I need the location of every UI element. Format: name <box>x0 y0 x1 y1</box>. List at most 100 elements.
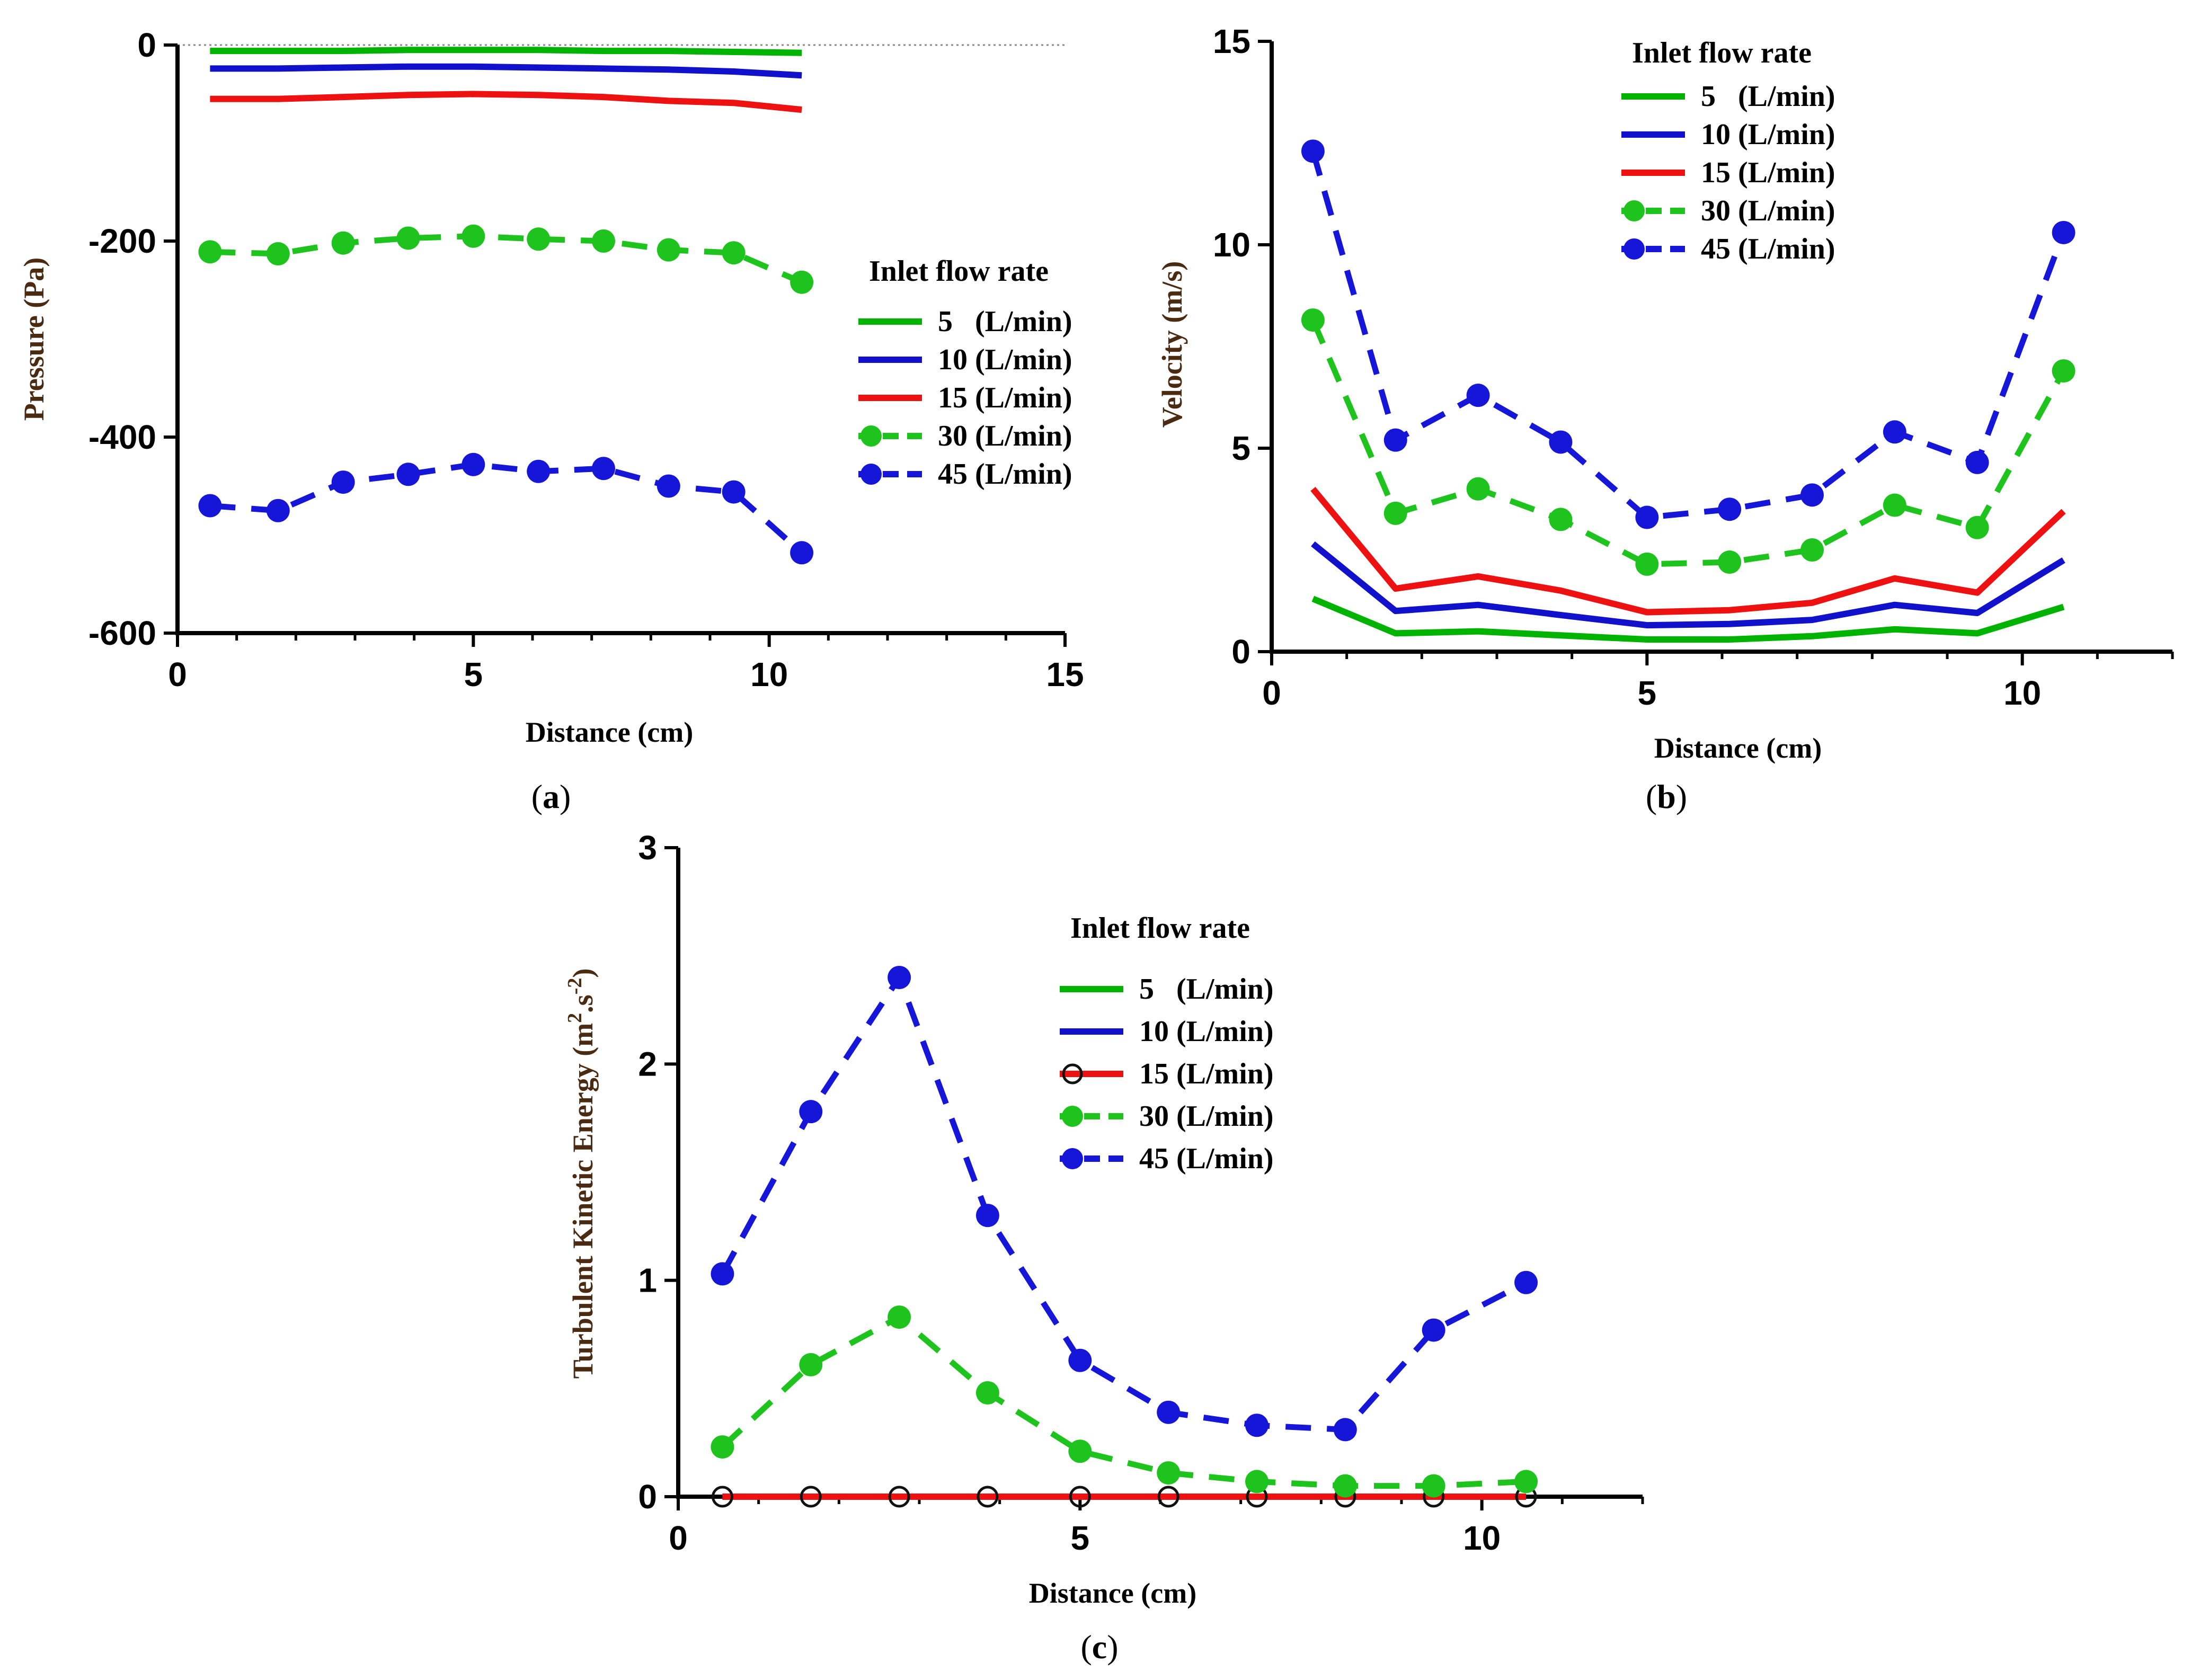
series-b-0 <box>1311 595 2065 643</box>
data-point <box>888 1486 910 1508</box>
data-point <box>1883 420 1906 444</box>
data-point <box>592 229 615 253</box>
data-point <box>711 1486 733 1508</box>
x-tick-label: 0 <box>669 1519 688 1557</box>
y-axis-title-part: .s <box>567 994 599 1013</box>
data-point <box>1157 1400 1181 1424</box>
data-point <box>1301 139 1325 163</box>
y-tick-label: 0 <box>137 26 156 64</box>
data-point <box>198 494 222 518</box>
panel-label: (c) <box>1080 1628 1118 1666</box>
series-a-4 <box>198 452 814 565</box>
data-point <box>1800 538 1824 562</box>
series-a-1 <box>210 63 802 79</box>
data-point <box>396 463 420 486</box>
data-point <box>462 452 485 476</box>
data-point <box>1635 552 1659 576</box>
data-point <box>1069 1486 1091 1508</box>
panel-label: (b) <box>1646 778 1687 815</box>
series-line <box>1311 541 2065 629</box>
data-point <box>1800 483 1824 507</box>
x-tick-label: 10 <box>1463 1519 1501 1557</box>
series-b-1 <box>1311 541 2065 629</box>
x-axis-title: Distance (cm) <box>1654 732 1822 764</box>
x-tick-label: 5 <box>1071 1519 1090 1557</box>
data-point <box>1514 1470 1538 1494</box>
data-point <box>1718 497 1742 521</box>
y-tick-label: 0 <box>1231 633 1250 671</box>
data-point <box>799 1100 823 1124</box>
series-line <box>1311 595 2065 643</box>
y-tick-label: 5 <box>1231 429 1250 467</box>
data-point <box>888 966 911 989</box>
data-point <box>657 474 680 498</box>
panel-label: (a) <box>531 778 571 815</box>
chart-panel-a: -600 -400 -200 0 0 5 10 15 Distance (cm) Pressure… <box>18 26 1084 815</box>
chart-panel-c: 0 1 2 3 0 5 10 Distance (cm) Turbulent Kinetic E… <box>564 829 1644 1666</box>
data-point <box>1245 1414 1268 1437</box>
data-point <box>1883 493 1906 517</box>
data-point <box>527 459 551 483</box>
legend-label: 10 (L/min) <box>1701 118 1835 151</box>
data-point <box>1245 1470 1268 1494</box>
y-axis-title-part: 2 <box>564 1013 586 1023</box>
data-point <box>1422 1474 1445 1498</box>
series-line <box>1310 486 2066 616</box>
legend-label: 30 (L/min) <box>1701 194 1835 227</box>
data-point <box>1965 450 1989 474</box>
x-axis-title: Distance (cm) <box>1029 1577 1196 1609</box>
data-point <box>1466 477 1490 501</box>
panel-label-close: ) <box>560 778 571 815</box>
data-point <box>1466 384 1490 407</box>
legend-title: Inlet flow rate <box>869 255 1049 288</box>
data-point <box>790 541 814 565</box>
data-point <box>527 227 551 251</box>
panel-label-letter: c <box>1092 1628 1107 1666</box>
legend-swatch-marker <box>1062 1063 1083 1085</box>
series-c-4 <box>711 966 1538 1442</box>
series-line <box>210 91 802 113</box>
data-point <box>198 240 222 264</box>
data-point <box>1718 550 1742 574</box>
y-tick-label: 15 <box>1213 22 1250 60</box>
panel-label-close: ) <box>1107 1628 1118 1666</box>
data-point <box>711 1435 734 1459</box>
data-point <box>1549 430 1573 454</box>
data-point <box>1422 1318 1445 1342</box>
legend-swatch-marker <box>1624 238 1645 260</box>
data-point <box>1383 501 1407 525</box>
data-point <box>331 470 355 494</box>
legend-label: 5 (L/min) <box>1139 973 1274 1006</box>
data-point <box>711 1262 734 1286</box>
panel-label-open: ( <box>531 778 543 815</box>
legend-swatch-marker <box>861 425 882 447</box>
x-tick-label: 10 <box>2003 674 2041 712</box>
panel-label-letter: a <box>543 778 560 815</box>
series-line <box>210 461 804 555</box>
legend-label: 10 (L/min) <box>938 343 1072 376</box>
series-b-2 <box>1310 486 2066 616</box>
series-line <box>210 233 803 285</box>
y-axis-title: Velocity (m/s) <box>1156 261 1188 428</box>
legend-swatch-marker <box>1062 1148 1083 1169</box>
x-tick-label: 10 <box>750 655 788 694</box>
legend: Inlet flow rate 5 (L/min) 10 (L/min) 15 (L/… <box>858 255 1072 491</box>
legend-label: 15 (L/min) <box>1139 1057 1274 1090</box>
legend-label: 15 (L/min) <box>1701 156 1835 189</box>
data-point <box>888 1305 911 1329</box>
panel-label-open: ( <box>1080 1628 1092 1666</box>
legend-label: 45 (L/min) <box>1701 233 1835 265</box>
legend-label: 5 (L/min) <box>938 305 1072 338</box>
legend-label: 10 (L/min) <box>1139 1015 1274 1048</box>
chart-panel-b: 0 5 10 15 0 5 10 Distance (cm) Velocity (m/s) Inl… <box>1156 22 2174 815</box>
series-line <box>720 1314 1527 1489</box>
legend-title: Inlet flow rate <box>1632 37 1812 69</box>
y-axis-title-part: -2 <box>564 978 586 995</box>
legend: Inlet flow rate 5 (L/min) 10 (L/min) 15 (L/… <box>1060 912 1274 1175</box>
data-point <box>1333 1474 1357 1498</box>
series-a-0 <box>210 47 802 56</box>
series-line <box>720 974 1528 1433</box>
y-tick-label: 10 <box>1213 226 1250 264</box>
data-point <box>396 226 420 250</box>
